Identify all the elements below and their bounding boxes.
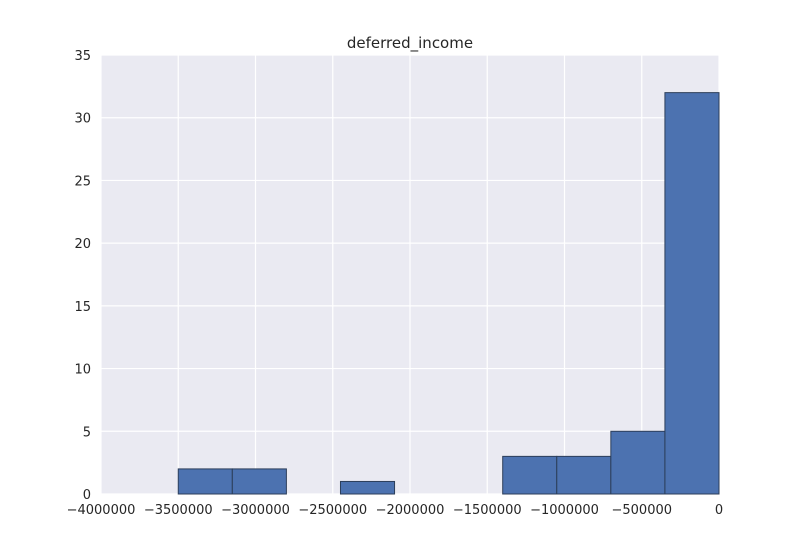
y-tick-label: 30: [74, 112, 91, 127]
histogram-bar: [177, 468, 233, 495]
histogram-bar: [231, 468, 287, 495]
histogram-bar: [610, 430, 666, 495]
chart-title: deferred_income: [347, 34, 473, 53]
y-axis-ticks: 0 5 10 15 20 25 30 35: [74, 49, 91, 503]
x-tick-label: −1500000: [453, 503, 522, 518]
x-tick-label: −3500000: [144, 503, 213, 518]
histogram-bar: [502, 455, 558, 495]
x-tick-label: −2500000: [298, 503, 367, 518]
y-tick-label: 15: [74, 300, 91, 315]
histogram-bar: [339, 480, 396, 495]
x-tick-label: −4000000: [67, 503, 136, 518]
y-tick-label: 10: [74, 363, 91, 378]
x-tick-label: 0: [715, 503, 723, 518]
histogram-bar: [556, 455, 612, 495]
histogram-bars: [177, 92, 720, 495]
x-tick-label: −3000000: [221, 503, 290, 518]
x-tick-label: −2000000: [376, 503, 445, 518]
y-tick-label: 20: [74, 237, 91, 252]
histogram-bar: [664, 92, 720, 495]
x-axis-ticks: −4000000 −3500000 −3000000 −2500000 −2000000…: [67, 503, 724, 518]
y-tick-label: 35: [74, 49, 91, 64]
y-tick-label: 25: [74, 174, 91, 189]
y-tick-label: 0: [83, 488, 91, 503]
x-tick-label: −1000000: [530, 503, 599, 518]
x-tick-label: −500000: [611, 503, 672, 518]
y-tick-label: 5: [83, 425, 91, 440]
